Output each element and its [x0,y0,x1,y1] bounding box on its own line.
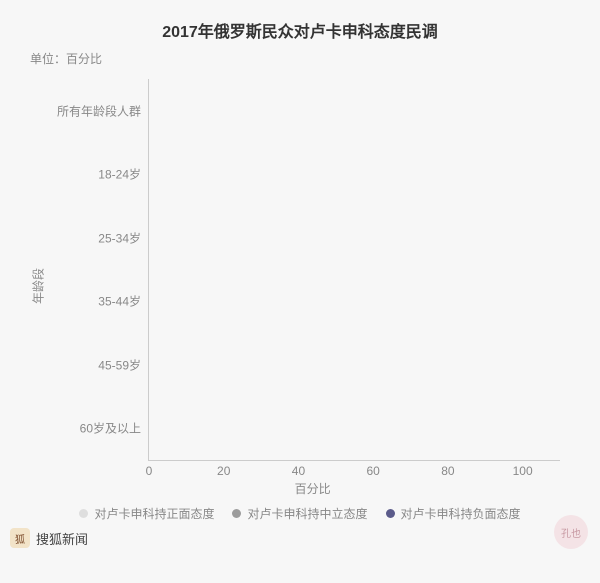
legend-label: 对卢卡申科持正面态度 [94,505,214,522]
y-tick-label: 35-44岁 [98,293,149,310]
legend-item: 对卢卡申科持中立态度 [232,505,367,522]
plot-area: 所有年龄段人群18-24岁25-34岁35-44岁45-59岁60岁及以上020… [148,79,560,461]
watermark-icon: 孔也 [554,515,588,549]
chart-title: 2017年俄罗斯民众对卢卡申科态度民调 [30,18,570,42]
y-tick-label: 60岁及以上 [80,420,149,437]
x-tick-label: 80 [441,460,454,478]
footer: 狐 搜狐新闻 [0,528,600,554]
unit-label: 单位：百分比 [30,50,570,67]
legend-item: 对卢卡申科持正面态度 [79,505,214,522]
legend-label: 对卢卡申科持中立态度 [247,505,367,522]
legend-item: 对卢卡申科持负面态度 [386,505,521,522]
chart-area: 年龄段 所有年龄段人群18-24岁25-34岁35-44岁45-59岁60岁及以… [30,71,570,501]
source-label: 搜狐新闻 [36,529,88,548]
x-tick-label: 20 [217,460,230,478]
legend: 对卢卡申科持正面态度 对卢卡申科持中立态度 对卢卡申科持负面态度 [30,501,570,528]
y-tick-label: 18-24岁 [98,166,149,183]
legend-swatch-icon [232,509,241,518]
x-tick-label: 0 [146,460,153,478]
y-tick-label: 45-59岁 [98,356,149,373]
y-axis-label: 年龄段 [30,268,47,304]
y-tick-label: 25-34岁 [98,229,149,246]
legend-label: 对卢卡申科持负面态度 [401,505,521,522]
legend-swatch-icon [386,509,395,518]
x-tick-label: 60 [366,460,379,478]
x-axis-label: 百分比 [295,480,331,497]
legend-swatch-icon [79,509,88,518]
x-tick-label: 40 [292,460,305,478]
chart-page: 2017年俄罗斯民众对卢卡申科态度民调 单位：百分比 年龄段 所有年龄段人群18… [0,0,600,528]
source-badge-icon: 狐 [10,528,30,548]
y-tick-label: 所有年龄段人群 [57,102,149,119]
x-tick-label: 100 [513,460,533,478]
